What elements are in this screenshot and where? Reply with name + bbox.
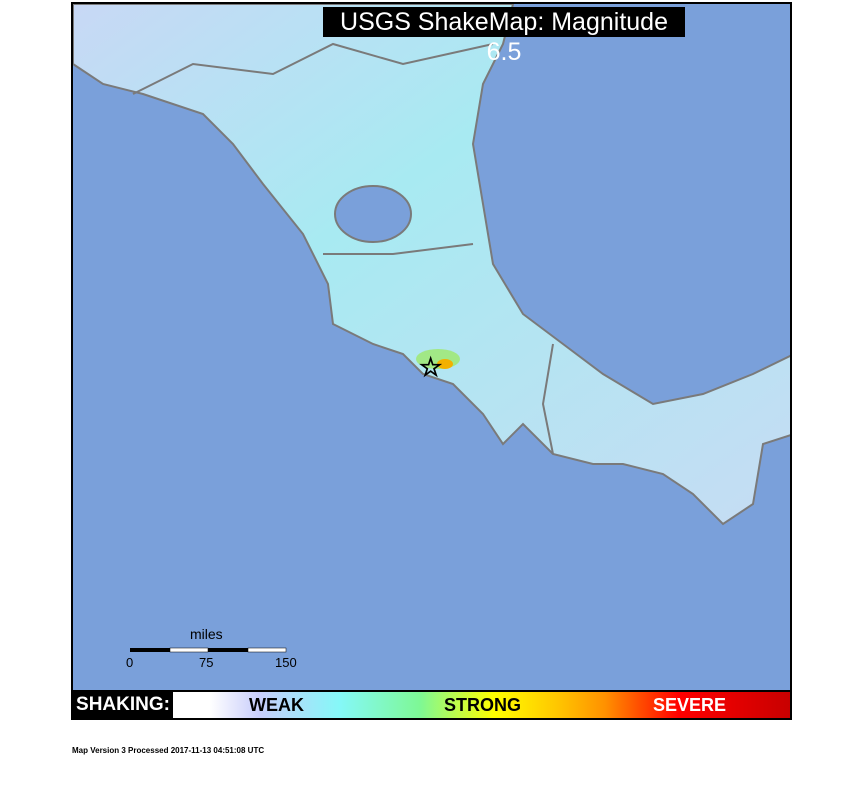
map-version-footer: Map Version 3 Processed 2017-11-13 04:51… bbox=[72, 746, 265, 755]
scale-tick-75: 75 bbox=[199, 655, 213, 670]
map-land: ☆ bbox=[73, 4, 790, 526]
epicenter-star-icon: ☆ bbox=[419, 352, 442, 382]
shaking-legend: SHAKING: WEAK STRONG SEVERE bbox=[71, 690, 792, 720]
scale-bar: miles 0 75 150 bbox=[126, 626, 297, 670]
lake-nicaragua bbox=[334, 185, 412, 243]
scale-tick-0: 0 bbox=[126, 655, 133, 670]
landmass bbox=[73, 4, 790, 526]
legend-severe: SEVERE bbox=[653, 695, 727, 715]
legend-label: SHAKING: bbox=[76, 694, 170, 715]
legend-strong: STRONG bbox=[444, 695, 522, 715]
map-title: USGS ShakeMap: Magnitude 6.5 bbox=[323, 7, 685, 66]
legend-colorbar: WEAK STRONG SEVERE bbox=[173, 692, 790, 718]
scale-tick-150: 150 bbox=[275, 655, 297, 670]
shakemap: ☆ USGS ShakeMap: Magnitude 6.5 bbox=[71, 2, 792, 720]
scale-unit: miles bbox=[190, 626, 223, 642]
legend-weak: WEAK bbox=[249, 695, 304, 715]
